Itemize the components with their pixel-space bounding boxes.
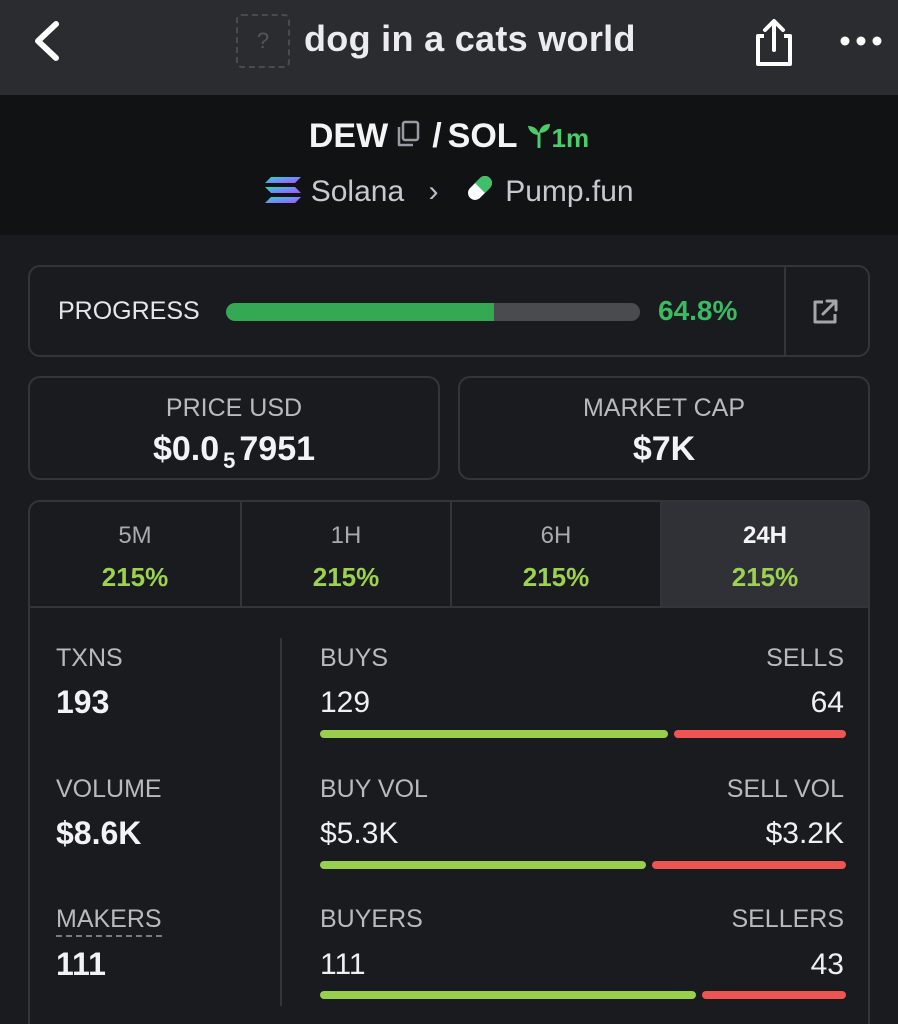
pill-icon — [467, 176, 492, 200]
tab-price-change: 215% — [101, 562, 169, 592]
progress-value: 64.8% — [658, 295, 738, 326]
market-cap-card: MARKET CAP $7K — [458, 376, 870, 480]
column-divider — [280, 638, 282, 1006]
quote-symbol: SOL — [447, 117, 518, 155]
pair-separator: / — [432, 117, 442, 155]
copy-icon[interactable] — [394, 119, 422, 149]
sprout-icon — [527, 124, 550, 148]
pair-age: 1m — [551, 123, 590, 153]
chain-name[interactable]: Solana — [310, 175, 405, 208]
dex-name[interactable]: Pump.fun — [505, 175, 634, 208]
txns-label: TXNS — [56, 644, 123, 672]
token-name-title: dog in a cats world — [304, 18, 636, 59]
price-digits: 7951 — [239, 430, 316, 468]
chain-breadcrumb: Solana › Pump.fun — [0, 171, 898, 209]
sell-vol-share-bar — [652, 861, 846, 869]
progress-bar — [226, 303, 640, 321]
chevron-right-icon: › — [428, 175, 439, 208]
price-usd-card: PRICE USD $0.0 5 7951 — [28, 376, 440, 480]
sells-label: SELLS — [766, 644, 844, 672]
volume-label: VOLUME — [56, 775, 162, 803]
sellers-value: 43 — [810, 948, 844, 981]
buys-value: 129 — [320, 686, 371, 719]
share-icon[interactable] — [752, 18, 796, 68]
transaction-stats-card: 5M 215% 1H 215% 6H 215% 24H 215% TXNS 19… — [28, 500, 870, 1024]
tab-label: 6H — [540, 522, 572, 549]
buys-sells-ratio-bar — [320, 730, 846, 738]
tab-label: 1H — [330, 522, 362, 549]
buy-sell-vol-ratio-bar — [320, 861, 846, 869]
buy-vol-label: BUY VOL — [320, 775, 428, 803]
volume-value: $8.6K — [56, 815, 142, 851]
progress-label: PROGRESS — [58, 297, 200, 325]
external-link-icon[interactable] — [810, 297, 840, 327]
tab-24h[interactable]: 24H 215% — [660, 502, 868, 606]
buy-vol-value: $5.3K — [320, 817, 399, 850]
base-symbol: DEW — [308, 117, 389, 155]
tab-price-change: 215% — [522, 562, 590, 592]
bonding-progress-card: PROGRESS 64.8% — [28, 265, 870, 357]
buys-label: BUYS — [320, 644, 389, 672]
tab-label: 24H — [742, 522, 788, 549]
market-cap-label: MARKET CAP — [582, 394, 746, 422]
sell-vol-label: SELL VOL — [726, 775, 844, 803]
market-cap-value: $7K — [632, 430, 696, 468]
tab-price-change: 215% — [312, 562, 380, 592]
buys-share-bar — [320, 730, 668, 738]
tab-label: 5M — [118, 522, 152, 549]
timeframe-tabs: 5M 215% 1H 215% 6H 215% 24H 215% — [30, 502, 868, 608]
tab-6h[interactable]: 6H 215% — [450, 502, 660, 606]
buy-vol-share-bar — [320, 861, 646, 869]
buyers-label: BUYERS — [320, 905, 423, 933]
back-arrow-icon[interactable] — [28, 18, 68, 64]
top-nav-bar: ? dog in a cats world — [0, 0, 898, 95]
price-usd-value: $0.0 5 7951 — [30, 430, 438, 474]
buyers-sellers-ratio-bar — [320, 991, 846, 999]
tab-5m[interactable]: 5M 215% — [30, 502, 240, 606]
price-zero-count: 5 — [223, 448, 236, 473]
sellers-label: SELLERS — [731, 905, 844, 933]
txns-value: 193 — [56, 684, 110, 720]
pair-header: DEW / SOL 1m Solana › — [0, 95, 898, 235]
token-image-placeholder: ? — [236, 14, 290, 68]
progress-bar-fill — [226, 303, 495, 321]
sell-vol-value: $3.2K — [765, 817, 844, 850]
price-prefix: $0.0 — [152, 430, 220, 468]
pair-title: DEW / SOL 1m — [0, 117, 898, 156]
price-usd-label: PRICE USD — [165, 394, 303, 422]
buyers-share-bar — [320, 991, 696, 999]
progress-divider — [784, 267, 786, 355]
placeholder-question-icon: ? — [256, 28, 270, 53]
more-options-icon[interactable] — [836, 30, 886, 52]
tab-price-change: 215% — [731, 562, 799, 592]
makers-value: 111 — [56, 946, 106, 982]
sellers-share-bar — [702, 991, 846, 999]
sells-value: 64 — [810, 686, 844, 719]
sells-share-bar — [674, 730, 846, 738]
buyers-value: 111 — [320, 948, 366, 981]
solana-logo-icon — [265, 177, 302, 203]
makers-label[interactable]: MAKERS — [56, 905, 162, 937]
tab-1h[interactable]: 1H 215% — [240, 502, 450, 606]
